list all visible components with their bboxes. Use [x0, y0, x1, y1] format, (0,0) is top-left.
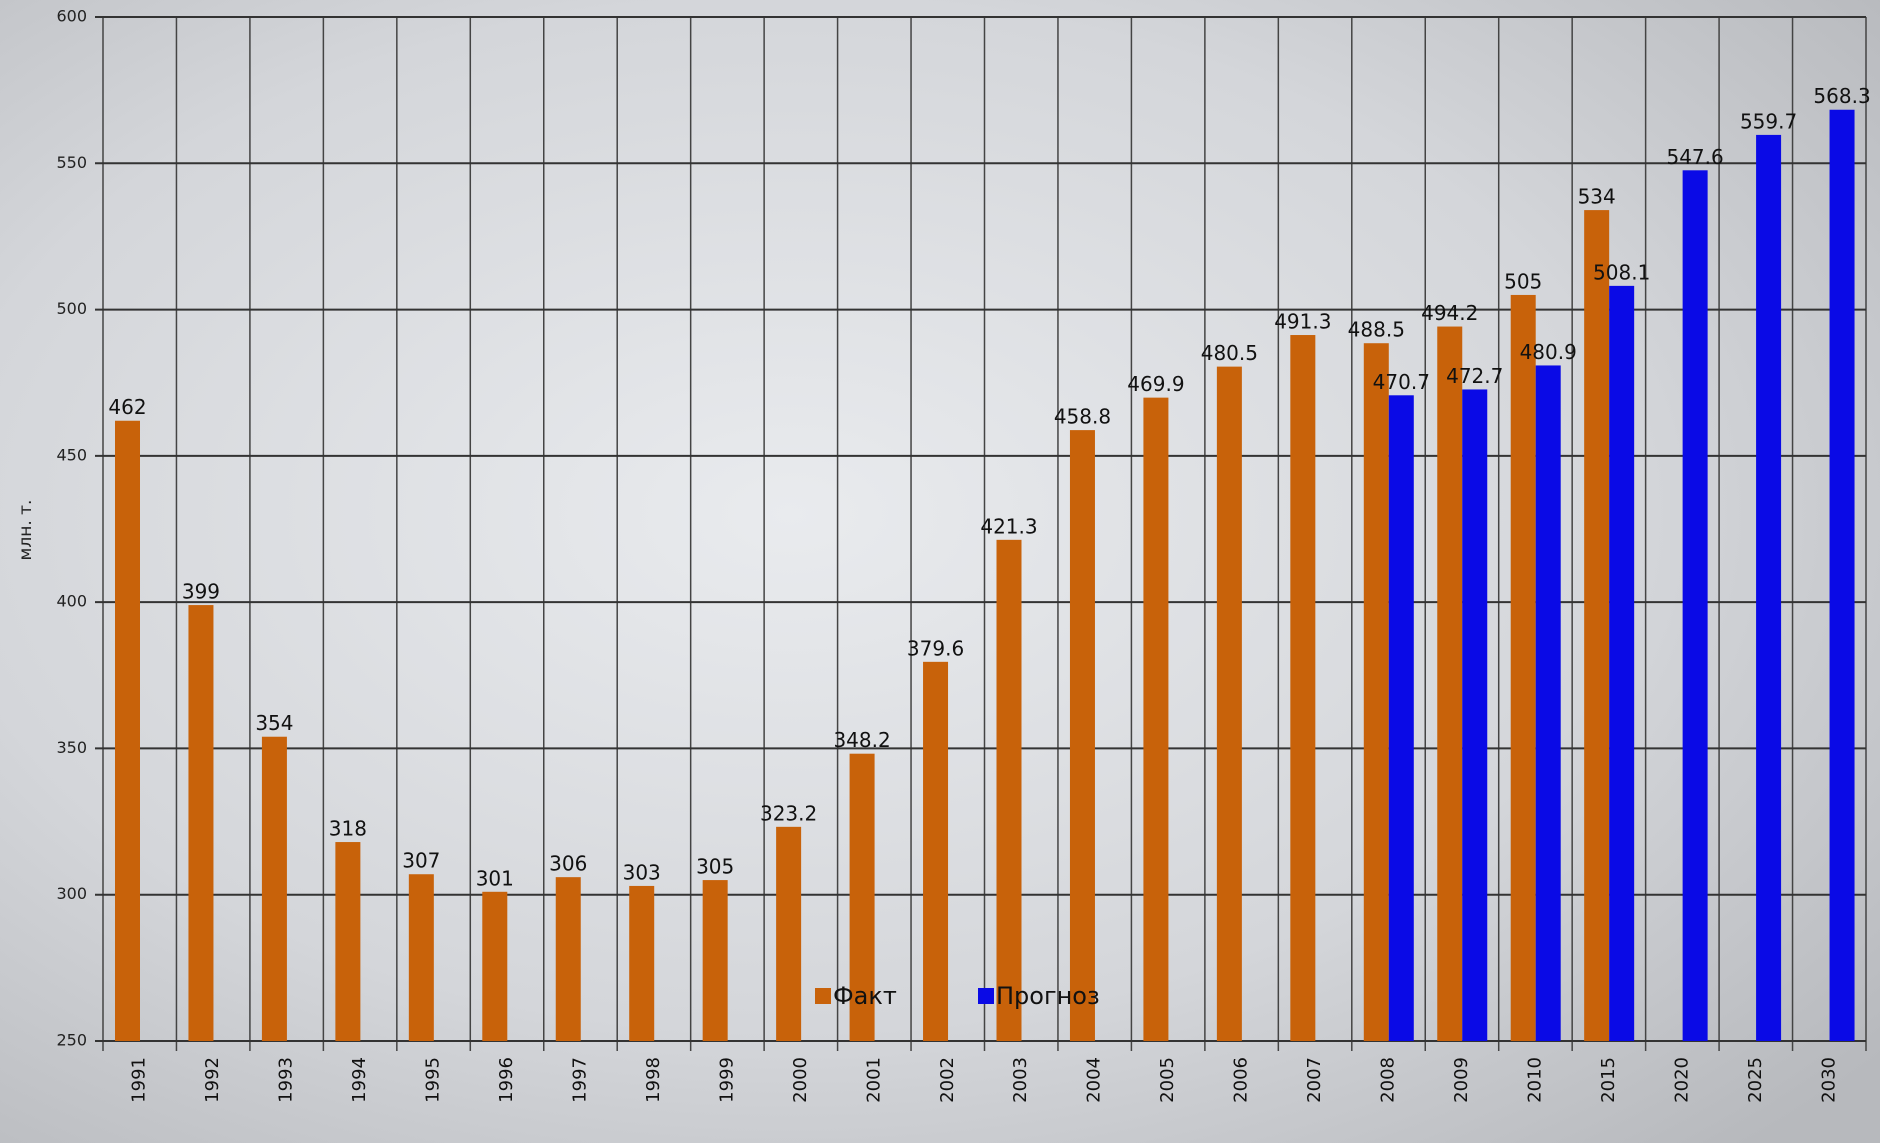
bar	[1510, 294, 1536, 1041]
value-label: 305	[696, 855, 734, 879]
value-label: 354	[255, 711, 293, 735]
bar	[1363, 343, 1389, 1041]
bar	[555, 877, 581, 1041]
x-tick-label: 1993	[276, 1057, 297, 1103]
value-label: 307	[402, 849, 440, 873]
x-tick-label: 2009	[1451, 1057, 1472, 1103]
y-tick-label: 600	[56, 7, 87, 26]
bar	[1388, 395, 1414, 1041]
value-label: 421.3	[980, 514, 1037, 538]
bar	[1143, 397, 1169, 1041]
x-tick-label: 2007	[1304, 1057, 1325, 1103]
bar	[702, 880, 728, 1041]
y-axis-title: млн. т.	[16, 500, 36, 561]
bar	[261, 736, 287, 1041]
value-label: 318	[329, 817, 367, 841]
bar	[408, 874, 434, 1041]
x-tick-label: 2002	[937, 1057, 958, 1103]
value-label: 301	[476, 866, 514, 890]
value-label: 534	[1578, 185, 1616, 209]
x-tick-label: 1992	[202, 1057, 223, 1103]
x-tick-label: 1999	[716, 1057, 737, 1103]
y-tick-label: 550	[56, 153, 87, 172]
y-tick-label: 500	[56, 299, 87, 318]
bar	[1682, 170, 1708, 1041]
bar	[1290, 335, 1316, 1041]
value-label: 470.7	[1373, 370, 1430, 394]
value-label: 303	[623, 860, 661, 884]
x-tick-label: 2005	[1157, 1057, 1178, 1103]
y-tick-label: 400	[56, 592, 87, 611]
value-label: 323.2	[760, 801, 817, 825]
y-tick-label: 250	[56, 1031, 87, 1050]
bar	[1462, 389, 1488, 1041]
value-label: 491.3	[1274, 310, 1331, 334]
bar	[996, 539, 1022, 1041]
x-tick-label: 1998	[643, 1057, 664, 1103]
value-label: 568.3	[1813, 84, 1870, 108]
bar	[1216, 366, 1242, 1041]
y-tick-label: 450	[56, 445, 87, 464]
bar	[1584, 210, 1610, 1041]
value-label: 480.9	[1520, 340, 1577, 364]
value-label: 480.5	[1201, 341, 1258, 365]
bar	[849, 753, 875, 1041]
legend-label: Факт	[833, 982, 897, 1010]
x-tick-label: 1996	[496, 1057, 517, 1103]
bar	[188, 605, 214, 1041]
x-tick-label: 2030	[1818, 1057, 1839, 1103]
value-label: 469.9	[1127, 372, 1184, 396]
value-label: 494.2	[1421, 301, 1478, 325]
x-tick-label: 1995	[423, 1057, 444, 1103]
value-label: 379.6	[907, 636, 964, 660]
x-tick-label: 2008	[1378, 1057, 1399, 1103]
x-tick-label: 2025	[1745, 1057, 1766, 1103]
bar	[776, 826, 802, 1041]
value-label: 559.7	[1740, 109, 1797, 133]
x-tick-label: 2001	[863, 1057, 884, 1103]
bar	[1609, 285, 1635, 1041]
bar	[629, 885, 655, 1041]
value-label: 472.7	[1446, 364, 1503, 388]
value-label: 488.5	[1348, 318, 1405, 342]
bar	[115, 420, 140, 1042]
bar	[1756, 134, 1782, 1042]
x-tick-label: 2003	[1010, 1057, 1031, 1103]
y-tick-label: 350	[56, 738, 87, 757]
value-label: 508.1	[1593, 260, 1650, 284]
legend-swatch	[815, 988, 831, 1004]
bar	[923, 661, 949, 1041]
x-tick-label: 2010	[1524, 1057, 1545, 1103]
value-label: 348.2	[833, 728, 890, 752]
legend-label: Прогноз	[996, 982, 1100, 1010]
legend-swatch	[978, 988, 994, 1004]
bar	[1437, 326, 1463, 1042]
value-label: 458.8	[1054, 405, 1111, 429]
x-tick-label: 1994	[349, 1057, 370, 1103]
x-tick-label: 1997	[569, 1057, 590, 1103]
x-tick-label: 2004	[1084, 1057, 1105, 1103]
value-label: 399	[182, 580, 220, 604]
x-tick-label: 2015	[1598, 1057, 1619, 1103]
bar	[1069, 430, 1095, 1042]
y-tick-label: 300	[56, 884, 87, 903]
value-label: 505	[1504, 269, 1542, 293]
value-label: 306	[549, 852, 587, 876]
bar	[482, 891, 508, 1041]
x-tick-label: 2000	[790, 1057, 811, 1103]
x-tick-label: 1991	[129, 1057, 150, 1103]
x-tick-label: 2020	[1671, 1057, 1692, 1103]
value-label: 462	[108, 395, 146, 419]
x-tick-label: 2006	[1231, 1057, 1252, 1103]
bar	[335, 842, 361, 1041]
bar	[1535, 365, 1561, 1041]
value-label: 547.6	[1666, 145, 1723, 169]
bar	[1829, 109, 1855, 1042]
